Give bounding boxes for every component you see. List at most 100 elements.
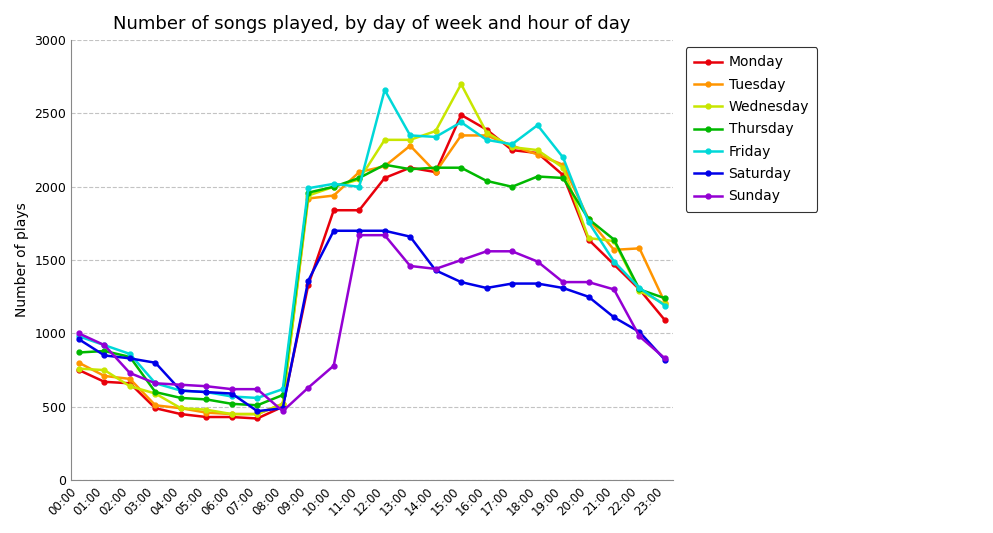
Thursday xyxy=(72,349,84,356)
Sunday xyxy=(277,408,289,414)
Saturday xyxy=(354,228,365,234)
Thursday xyxy=(430,165,442,171)
Saturday xyxy=(557,285,569,291)
Thursday xyxy=(124,354,136,360)
Friday xyxy=(481,136,493,143)
Monday xyxy=(277,403,289,410)
Monday xyxy=(659,317,671,324)
Tuesday xyxy=(251,411,263,417)
Saturday xyxy=(277,405,289,411)
Monday xyxy=(302,282,314,288)
Tuesday xyxy=(531,151,543,158)
Monday xyxy=(225,414,237,420)
Sunday xyxy=(506,248,518,254)
Sunday xyxy=(481,248,493,254)
Sunday xyxy=(430,265,442,272)
Sunday xyxy=(149,380,161,386)
Friday xyxy=(455,119,467,125)
Friday xyxy=(251,395,263,401)
Monday xyxy=(328,207,340,213)
Saturday xyxy=(201,389,213,395)
Tuesday xyxy=(378,163,390,169)
Thursday xyxy=(557,175,569,181)
Monday xyxy=(481,126,493,133)
Monday xyxy=(455,112,467,118)
Friday xyxy=(225,393,237,400)
Thursday xyxy=(583,216,595,222)
Friday xyxy=(659,302,671,309)
Friday xyxy=(354,183,365,190)
Thursday xyxy=(378,161,390,168)
Sunday xyxy=(583,279,595,285)
Tuesday xyxy=(608,247,620,253)
Wednesday xyxy=(98,367,110,373)
Tuesday xyxy=(124,376,136,382)
Saturday xyxy=(531,280,543,287)
Sunday xyxy=(455,257,467,263)
Thursday xyxy=(531,173,543,180)
Wednesday xyxy=(583,235,595,241)
Friday xyxy=(72,333,84,340)
Sunday xyxy=(557,279,569,285)
Sunday xyxy=(608,286,620,293)
Monday xyxy=(98,378,110,385)
Monday xyxy=(378,175,390,181)
Wednesday xyxy=(225,411,237,417)
Line: Sunday: Sunday xyxy=(76,233,667,414)
Friday xyxy=(201,389,213,395)
Saturday xyxy=(251,408,263,414)
Tuesday xyxy=(201,409,213,416)
Tuesday xyxy=(659,300,671,306)
Wednesday xyxy=(251,411,263,417)
Sunday xyxy=(659,355,671,361)
Wednesday xyxy=(608,238,620,244)
Thursday xyxy=(659,295,671,302)
Title: Number of songs played, by day of week and hour of day: Number of songs played, by day of week a… xyxy=(113,15,631,33)
Tuesday xyxy=(455,132,467,139)
Thursday xyxy=(277,392,289,398)
Monday xyxy=(354,207,365,213)
Wednesday xyxy=(72,366,84,372)
Wednesday xyxy=(354,176,365,183)
Monday xyxy=(608,261,620,268)
Thursday xyxy=(251,402,263,408)
Line: Wednesday: Wednesday xyxy=(76,82,667,416)
Thursday xyxy=(302,189,314,196)
Line: Monday: Monday xyxy=(76,112,667,421)
Tuesday xyxy=(328,192,340,199)
Friday xyxy=(98,342,110,349)
Tuesday xyxy=(98,373,110,379)
Thursday xyxy=(201,396,213,402)
Wednesday xyxy=(328,183,340,190)
Thursday xyxy=(225,401,237,407)
Monday xyxy=(634,286,645,293)
Monday xyxy=(531,150,543,156)
Sunday xyxy=(251,386,263,392)
Wednesday xyxy=(378,136,390,143)
Sunday xyxy=(225,386,237,392)
Friday xyxy=(378,87,390,93)
Thursday xyxy=(354,175,365,181)
Saturday xyxy=(72,336,84,343)
Sunday xyxy=(72,330,84,337)
Saturday xyxy=(455,279,467,285)
Friday xyxy=(124,351,136,357)
Saturday xyxy=(659,357,671,363)
Wednesday xyxy=(455,81,467,87)
Monday xyxy=(583,236,595,243)
Monday xyxy=(175,411,187,417)
Friday xyxy=(557,154,569,160)
Friday xyxy=(430,134,442,140)
Friday xyxy=(277,386,289,392)
Friday xyxy=(302,185,314,191)
Monday xyxy=(506,147,518,154)
Wednesday xyxy=(201,407,213,413)
Thursday xyxy=(455,165,467,171)
Tuesday xyxy=(277,401,289,407)
Monday xyxy=(404,165,416,171)
Wednesday xyxy=(149,390,161,397)
Tuesday xyxy=(72,360,84,366)
Monday xyxy=(124,380,136,386)
Saturday xyxy=(430,267,442,273)
Tuesday xyxy=(583,216,595,222)
